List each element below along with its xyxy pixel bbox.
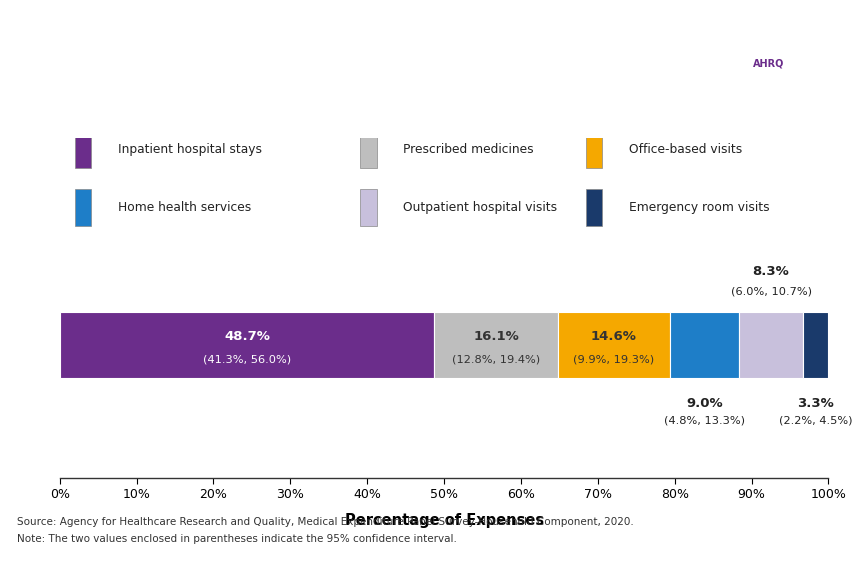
Text: 14.6%: 14.6% bbox=[590, 330, 636, 343]
Text: 16.1%: 16.1% bbox=[473, 330, 519, 343]
Bar bbox=[670, 312, 739, 378]
Text: 8.3%: 8.3% bbox=[751, 266, 788, 278]
FancyBboxPatch shape bbox=[75, 189, 91, 226]
Text: (12.8%, 19.4%): (12.8%, 19.4%) bbox=[451, 354, 539, 365]
Text: (6.0%, 10.7%): (6.0%, 10.7%) bbox=[730, 286, 810, 297]
Text: AHRQ: AHRQ bbox=[752, 59, 783, 69]
Text: (41.3%, 56.0%): (41.3%, 56.0%) bbox=[203, 354, 291, 365]
Bar bbox=[433, 312, 557, 378]
FancyBboxPatch shape bbox=[585, 189, 601, 226]
Bar bbox=[739, 312, 802, 378]
FancyBboxPatch shape bbox=[360, 189, 376, 226]
FancyBboxPatch shape bbox=[687, 13, 853, 124]
Text: 3.3%: 3.3% bbox=[797, 397, 833, 410]
Text: Source: Agency for Healthcare Research and Quality, Medical Expenditure Panel Su: Source: Agency for Healthcare Research a… bbox=[17, 517, 633, 527]
Text: Office-based visits: Office-based visits bbox=[628, 142, 741, 156]
Text: Emergency room visits: Emergency room visits bbox=[628, 201, 769, 214]
Text: 9.0%: 9.0% bbox=[686, 397, 722, 410]
Text: Inpatient hospital stays: Inpatient hospital stays bbox=[118, 142, 261, 156]
Text: (2.2%, 4.5%): (2.2%, 4.5%) bbox=[778, 415, 851, 425]
Text: (4.8%, 13.3%): (4.8%, 13.3%) bbox=[664, 415, 745, 425]
Bar bbox=[557, 312, 670, 378]
FancyBboxPatch shape bbox=[360, 130, 376, 168]
Text: Note: The two values enclosed in parentheses indicate the 95% confidence interva: Note: The two values enclosed in parenth… bbox=[17, 535, 456, 544]
Text: 48.7%: 48.7% bbox=[223, 330, 270, 343]
Bar bbox=[802, 312, 827, 378]
X-axis label: Percentage of Expenses: Percentage of Expenses bbox=[344, 513, 543, 528]
FancyBboxPatch shape bbox=[75, 130, 91, 168]
FancyBboxPatch shape bbox=[585, 130, 601, 168]
Text: Prescribed medicines: Prescribed medicines bbox=[403, 142, 533, 156]
Bar bbox=[60, 312, 433, 378]
Text: Outpatient hospital visits: Outpatient hospital visits bbox=[403, 201, 557, 214]
Text: Home health services: Home health services bbox=[118, 201, 251, 214]
Text: (9.9%, 19.3%): (9.9%, 19.3%) bbox=[572, 354, 653, 365]
Text: Figure 5. Percent distribution  of heart disease treatment expenses by
type of m: Figure 5. Percent distribution of heart … bbox=[46, 32, 688, 87]
